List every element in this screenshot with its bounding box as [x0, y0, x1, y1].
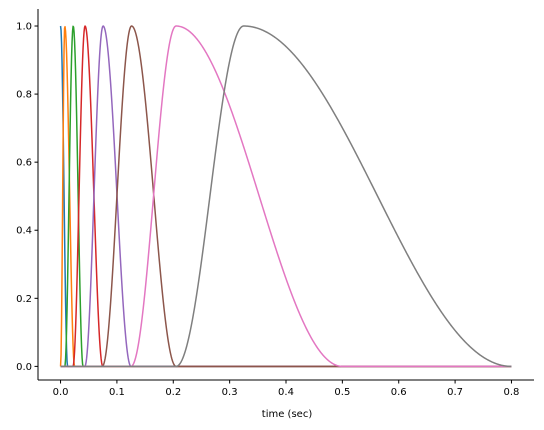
x-tick-label: 0.5 — [334, 387, 350, 398]
series-line-7 — [60, 25, 512, 368]
y-tick-label: 0.6 — [16, 158, 32, 169]
y-tick-label: 0.8 — [16, 90, 32, 101]
x-axis-label: time (sec) — [262, 409, 313, 420]
x-tick-label: 0.3 — [222, 387, 238, 398]
x-tick-label: 0.2 — [165, 387, 181, 398]
y-tick-label: 0.2 — [16, 294, 32, 305]
series-line-8 — [60, 25, 512, 368]
y-tick-label: 0.0 — [16, 362, 32, 373]
series-layer — [59, 25, 512, 368]
x-tick-label: 0.0 — [53, 387, 69, 398]
x-tick-label: 0.8 — [504, 387, 520, 398]
y-tick-label: 0.4 — [16, 226, 32, 237]
x-tick-label: 0.1 — [109, 387, 125, 398]
x-ticks: 0.0 0.1 0.2 0.3 0.4 0.5 0.6 0.7 0.8 — [53, 380, 520, 398]
x-tick-label: 0.4 — [278, 387, 294, 398]
x-tick-label: 0.7 — [447, 387, 463, 398]
y-ticks: 0.0 0.2 0.4 0.6 0.8 1.0 — [16, 22, 38, 373]
y-tick-label: 1.0 — [16, 22, 32, 33]
x-tick-label: 0.6 — [391, 387, 407, 398]
